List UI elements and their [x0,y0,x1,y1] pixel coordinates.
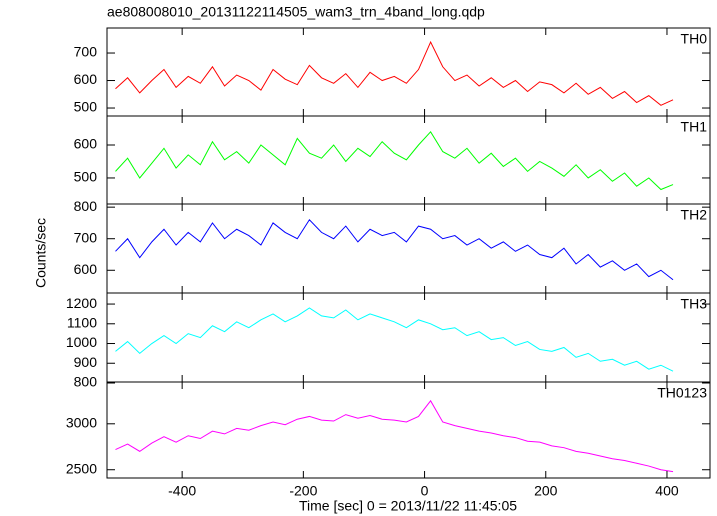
y-tick-label: 500 [74,99,98,115]
x-tick-label: -400 [168,483,196,499]
x-axis-label: Time [sec] 0 = 2013/11/22 11:45:05 [299,498,517,514]
data-line [115,218,674,281]
y-tick-label: 600 [74,261,98,277]
x-tick-label: -200 [289,483,317,499]
y-tick-label: 700 [74,229,98,245]
y-tick-label: 800 [74,198,98,214]
panel-label: TH0123 [657,385,707,401]
y-tick-label: 600 [74,136,98,152]
panel-label: TH0 [681,31,708,47]
y-tick-label: 500 [74,169,98,185]
y-tick-label: 3000 [66,415,97,431]
panel-frame [106,381,711,479]
panel-label: TH1 [681,119,708,135]
panel-frame [106,27,711,117]
y-tick-label: 800 [74,374,98,390]
panel-frame [106,115,711,205]
data-line [115,399,674,473]
chart-title: ae808008010_20131122114505_wam3_trn_4ban… [107,4,485,20]
y-tick-label: 600 [74,71,98,87]
panel-label: TH2 [681,207,708,223]
y-tick-label: 2500 [66,460,97,476]
y-tick-label: 700 [74,44,98,60]
data-line [115,40,674,106]
panel-frame [106,203,711,294]
y-tick-label: 1200 [66,295,97,311]
x-tick-label: 400 [655,483,679,499]
y-tick-label: 1100 [67,314,97,330]
x-tick-label: 200 [534,483,558,499]
data-line [115,130,674,191]
y-axis-label: Counts/sec [33,218,49,288]
y-tick-label: 1000 [66,334,97,350]
panel-label: TH3 [681,296,708,312]
x-tick-label: 0 [421,483,429,499]
y-tick-label: 900 [74,354,98,370]
panel-frame [106,292,711,383]
data-line [115,307,674,372]
